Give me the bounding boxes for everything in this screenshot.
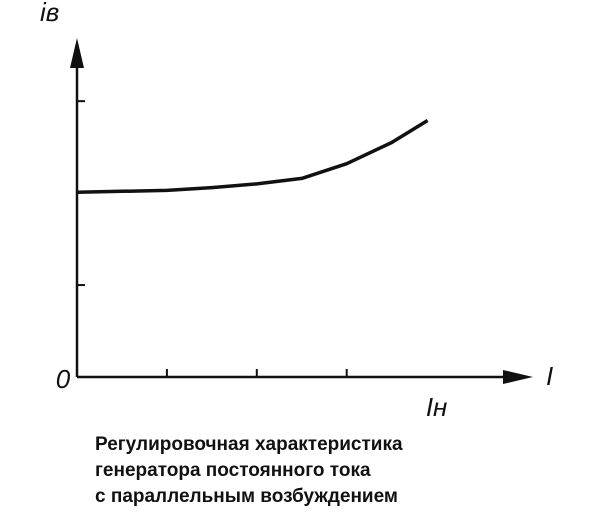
x-axis-label: I — [546, 361, 553, 391]
y-axis-arrow — [70, 38, 84, 68]
chart-title: Регулировочная характеристика генератора … — [95, 434, 403, 507]
title-line: Регулировочная характеристика — [95, 434, 403, 455]
title-line: с параллельным возбуждением — [95, 486, 398, 507]
x-tick-label: 0 — [56, 364, 71, 394]
y-axis-label: iв — [40, 0, 59, 27]
data-line — [76, 119, 429, 194]
x-axis-arrow — [503, 370, 533, 384]
title-line: генератора постоянного тока — [95, 460, 371, 481]
x-tick-label: Iн — [426, 392, 448, 422]
